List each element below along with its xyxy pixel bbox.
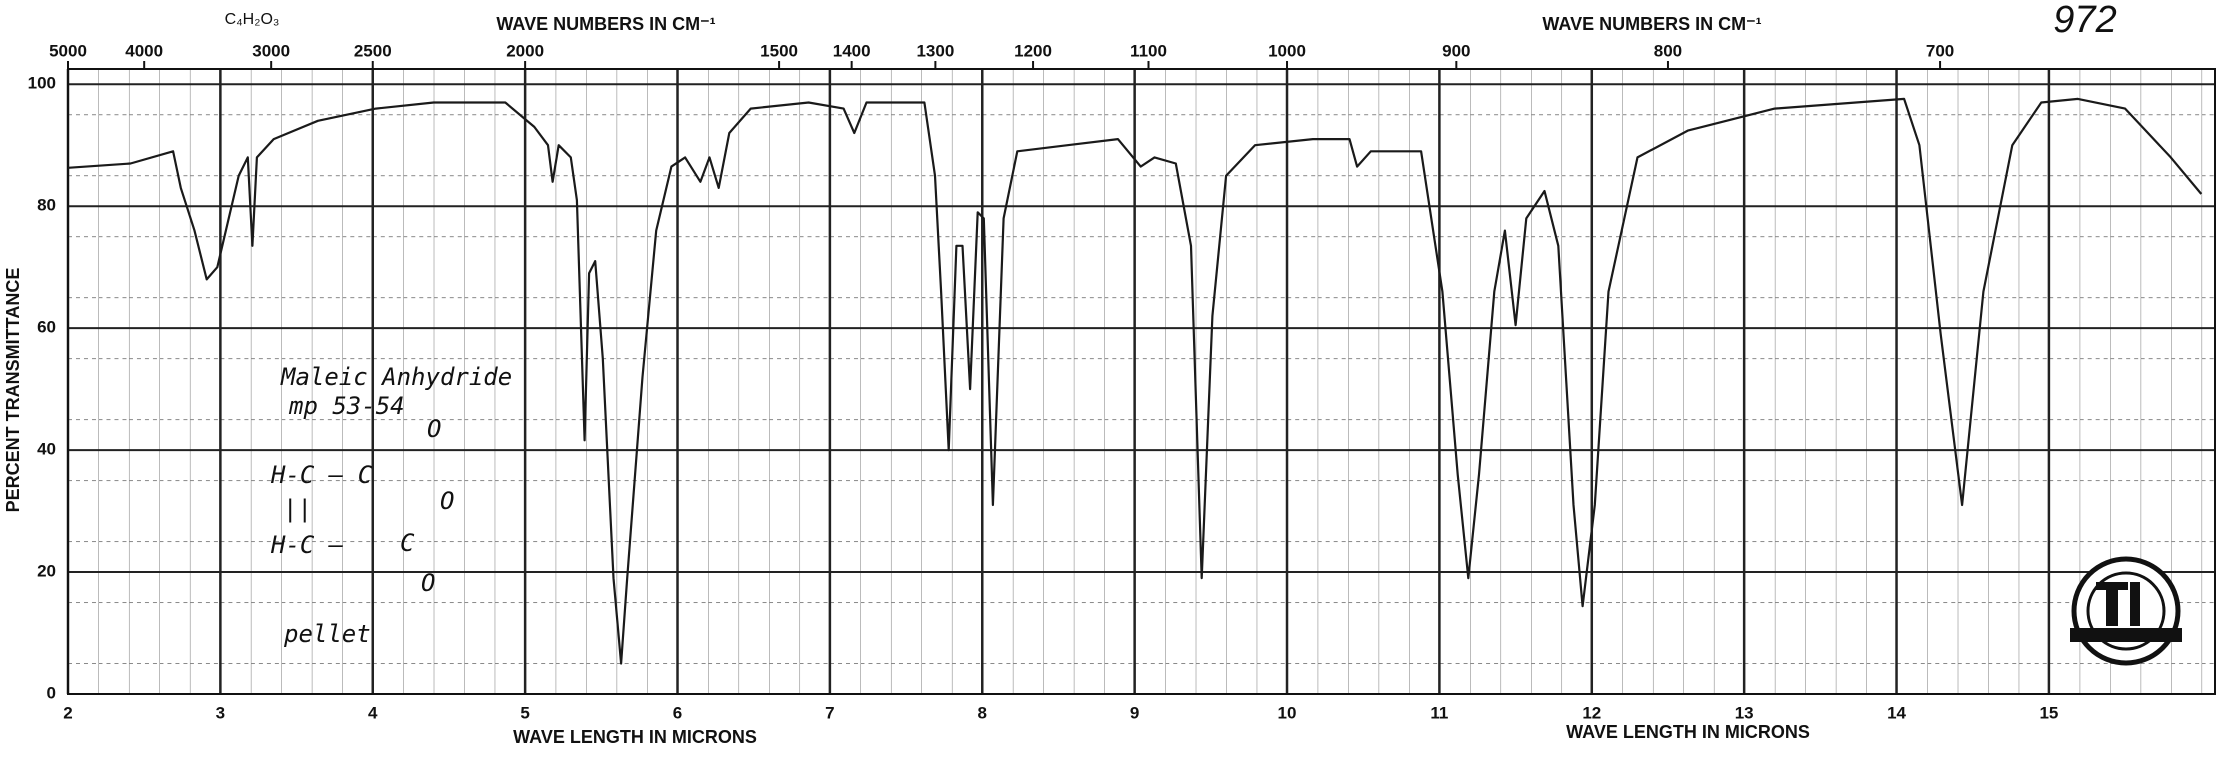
x-tick-label: 4 bbox=[368, 703, 378, 722]
handwritten-note: Maleic Anhydride bbox=[280, 363, 512, 391]
x-axis-title: WAVE LENGTH IN MICRONS bbox=[1566, 722, 1810, 742]
top-tick-label: 800 bbox=[1654, 41, 1682, 60]
x-tick-label: 14 bbox=[1887, 703, 1906, 722]
handwritten-note: pellet bbox=[283, 620, 371, 648]
x-tick-label: 8 bbox=[978, 703, 987, 722]
x-tick-label: 9 bbox=[1130, 703, 1139, 722]
y-tick-label: 100 bbox=[28, 74, 56, 93]
top-tick-label: 1300 bbox=[916, 41, 954, 60]
top-tick-label: 1500 bbox=[760, 41, 798, 60]
handwritten-note: O bbox=[427, 415, 441, 443]
top-tick-label: 1400 bbox=[833, 41, 871, 60]
top-tick-label: 700 bbox=[1926, 41, 1954, 60]
top-axis-title: WAVE NUMBERS IN CM⁻¹ bbox=[496, 14, 715, 34]
plot-frame bbox=[67, 68, 2216, 695]
top-tick-label: 2500 bbox=[354, 41, 392, 60]
top-tick-label: 5000 bbox=[49, 41, 87, 60]
handwritten-note: H-C — C bbox=[270, 461, 373, 489]
sheet-number: 972 bbox=[2053, 0, 2116, 41]
y-tick-label: 60 bbox=[37, 318, 56, 337]
spectrum-line bbox=[67, 97, 2203, 665]
grid bbox=[66, 69, 2215, 695]
x-tick-label: 2 bbox=[63, 703, 72, 722]
top-tick-label: 1000 bbox=[1268, 41, 1306, 60]
x-tick-label: 6 bbox=[673, 703, 682, 722]
x-tick-label: 12 bbox=[1582, 703, 1601, 722]
y-tick-label: 0 bbox=[47, 683, 56, 702]
formula: C₄H₂O₃ bbox=[225, 11, 280, 28]
top-tick-label: 4000 bbox=[125, 41, 163, 60]
handwritten-note: mp 53-54 bbox=[288, 392, 405, 420]
handwritten-note: H-C — bbox=[270, 531, 344, 559]
y-tick-label: 20 bbox=[37, 562, 56, 581]
y-axis-title: PERCENT TRANSMITTANCE bbox=[3, 268, 23, 513]
y-tick-label: 40 bbox=[37, 440, 56, 459]
top-tick-label: 1100 bbox=[1130, 41, 1167, 60]
handwritten-note: || bbox=[283, 495, 312, 523]
minor-grid bbox=[68, 69, 2215, 694]
handwritten-note: O bbox=[440, 487, 454, 515]
top-tick-label: 1200 bbox=[1014, 41, 1052, 60]
x-tick-label: 13 bbox=[1735, 703, 1754, 722]
y-tick-label: 80 bbox=[37, 196, 56, 215]
x-tick-label: 3 bbox=[216, 703, 225, 722]
x-tick-label: 15 bbox=[2039, 703, 2058, 722]
top-tick-label: 3000 bbox=[252, 41, 290, 60]
handwritten-note: C bbox=[400, 529, 415, 557]
x-tick-label: 5 bbox=[520, 703, 529, 722]
logo bbox=[2070, 556, 2182, 666]
top-axis-title: WAVE NUMBERS IN CM⁻¹ bbox=[1542, 14, 1761, 34]
x-tick-label: 11 bbox=[1430, 703, 1448, 722]
x-tick-label: 7 bbox=[825, 703, 834, 722]
handwritten-note: O bbox=[421, 569, 435, 597]
x-tick-label: 10 bbox=[1278, 703, 1297, 722]
top-tick-label: 2000 bbox=[506, 41, 544, 60]
top-tick-label: 900 bbox=[1442, 41, 1470, 60]
x-axis-title: WAVE LENGTH IN MICRONS bbox=[513, 727, 757, 747]
